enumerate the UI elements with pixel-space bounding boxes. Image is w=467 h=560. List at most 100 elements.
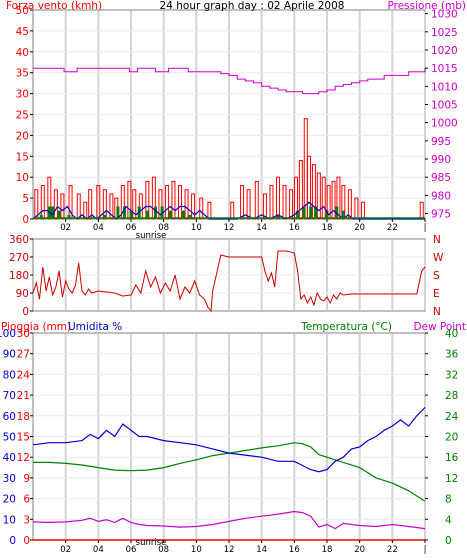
y-tick-label-right: 1015 xyxy=(431,63,458,75)
y-tick-label: 30 xyxy=(16,89,29,101)
y-tick-label: 30 xyxy=(3,473,16,485)
gust-bar xyxy=(184,189,189,220)
y-tick-label: 20 xyxy=(16,130,29,142)
y-tick-label: 270 xyxy=(9,252,29,264)
humidity-axis-label: Umidita % xyxy=(68,321,122,333)
y-tick-label: 30 xyxy=(17,328,30,340)
x-tick-label: 04 xyxy=(93,223,104,233)
compass-label: N xyxy=(433,306,441,318)
gust-bar xyxy=(60,193,65,220)
gust-bar xyxy=(109,193,114,220)
wind-axis-label: Forza vento (kmh) xyxy=(6,0,102,12)
x-tick-label: 22 xyxy=(387,223,398,233)
dew-point-axis-label: Dew Point xyxy=(413,321,466,333)
wind-direction-grid xyxy=(34,240,426,310)
wind-average-bar xyxy=(341,210,345,219)
y-tick-label-right: 36 xyxy=(445,349,459,361)
humidity-y-axis: 0102030405060708090100 xyxy=(0,328,33,547)
y-tick-label: 5 xyxy=(22,193,29,205)
x-tick-label: 08 xyxy=(158,223,169,233)
wind-average-bar xyxy=(57,210,61,219)
wind-speed-line xyxy=(32,201,425,220)
wind-average-bar xyxy=(122,206,126,219)
temperature-y-axis: 0 4 8 12 16 20 24 28 32 36 40 xyxy=(425,328,459,547)
gust-bar xyxy=(246,189,251,220)
x-tick-label: 16 xyxy=(289,223,300,233)
gust-bar xyxy=(158,189,163,220)
gust-bar xyxy=(298,159,303,220)
wind-pressure-grid xyxy=(34,11,426,218)
y-tick-label: 40 xyxy=(16,47,29,59)
gust-bar xyxy=(293,176,298,220)
wind-average-bar xyxy=(51,206,55,219)
y-tick-label-right: 1010 xyxy=(431,81,458,93)
wind-average-bar xyxy=(296,210,300,219)
y-tick-label-right: 1005 xyxy=(431,100,458,112)
humidity-line xyxy=(32,407,426,473)
wind-y-axis: 0 5 10 15 20 25 30 35 40 45 50 xyxy=(16,5,33,226)
pressure-y-axis: 975 980 985 990 995 1000 1005 1010 1015 1020 1025 1… xyxy=(425,9,458,221)
y-tick-label: 60 xyxy=(3,411,16,423)
gust-bar xyxy=(240,185,245,220)
y-tick-label: 3 xyxy=(23,514,30,526)
wind-average-bar xyxy=(309,206,313,219)
wind-average-bar xyxy=(314,206,318,219)
x-tick-label: 14 xyxy=(256,223,267,233)
gust-bar xyxy=(191,193,196,220)
x-tick-label: 06 xyxy=(126,545,137,555)
wind-average-bar xyxy=(188,214,192,219)
y-tick-label-right: 24 xyxy=(445,411,459,423)
wind-average-bar xyxy=(276,214,280,219)
gust-bar xyxy=(321,176,326,220)
wind-average-bar xyxy=(168,210,172,219)
y-tick-label: 360 xyxy=(9,234,29,246)
humidity-temperature-grid xyxy=(34,334,426,539)
wind-pressure-series xyxy=(32,67,426,220)
gust-bar xyxy=(171,180,176,220)
wind-direction-series xyxy=(32,250,426,313)
wind-average-bar xyxy=(129,210,133,219)
pressure-line xyxy=(33,67,426,95)
dew-point-line xyxy=(32,510,426,530)
y-tick-label-right: 1020 xyxy=(431,45,458,57)
gust-bar xyxy=(311,164,316,220)
y-tick-label: 10 xyxy=(3,514,16,526)
y-tick-label: 35 xyxy=(16,68,29,80)
gust-bar xyxy=(316,172,321,220)
x-tick-label: | xyxy=(424,545,427,555)
x-tick-label: 18 xyxy=(322,223,333,233)
y-tick-label: 0 xyxy=(22,214,29,226)
x-tick-label: 18 xyxy=(322,545,333,555)
y-tick-label: 50 xyxy=(16,5,29,17)
gust-bar xyxy=(307,155,312,220)
y-tick-label: 15 xyxy=(16,151,29,163)
y-tick-label: 100 xyxy=(0,328,16,340)
y-tick-label-right: 12 xyxy=(445,473,458,485)
rain-axis-label: Pioggia (mm) xyxy=(1,321,71,333)
y-tick-label: 70 xyxy=(3,390,16,402)
y-tick-label-right: 975 xyxy=(431,209,451,221)
x-tick-label: 02 xyxy=(60,545,71,555)
y-tick-label-right: 990 xyxy=(431,154,451,166)
wind-average-bar xyxy=(154,206,157,219)
y-tick-label: 15 xyxy=(17,432,30,444)
gust-bar xyxy=(282,185,287,220)
x-tick-label: 10 xyxy=(191,545,202,555)
temperature-axis-label: Temperatura (°C) xyxy=(300,321,392,333)
gust-bar xyxy=(83,201,88,220)
y-tick-label: 80 xyxy=(3,369,16,381)
compass-label: W xyxy=(433,252,444,264)
y-tick-label-right: 995 xyxy=(431,136,451,148)
compass-label: E xyxy=(433,288,440,300)
top-x-axis: 02 04 06 08 10 12 14 16 18 20 22 | xyxy=(60,219,426,233)
gust-bar xyxy=(120,185,125,220)
sunrise-label-bottom: sunrise xyxy=(136,538,167,548)
rain-y-axis: 0 3 6 9 12 15 18 21 24 27 30 xyxy=(17,328,31,547)
y-tick-label-right: 32 xyxy=(445,369,458,381)
y-tick-label-right: 16 xyxy=(445,452,459,464)
gust-bar xyxy=(88,189,93,220)
direction-y-axis: 0 90 180 270 360 xyxy=(9,234,33,318)
pressure-axis-label: Pressione (mb) xyxy=(387,0,466,12)
